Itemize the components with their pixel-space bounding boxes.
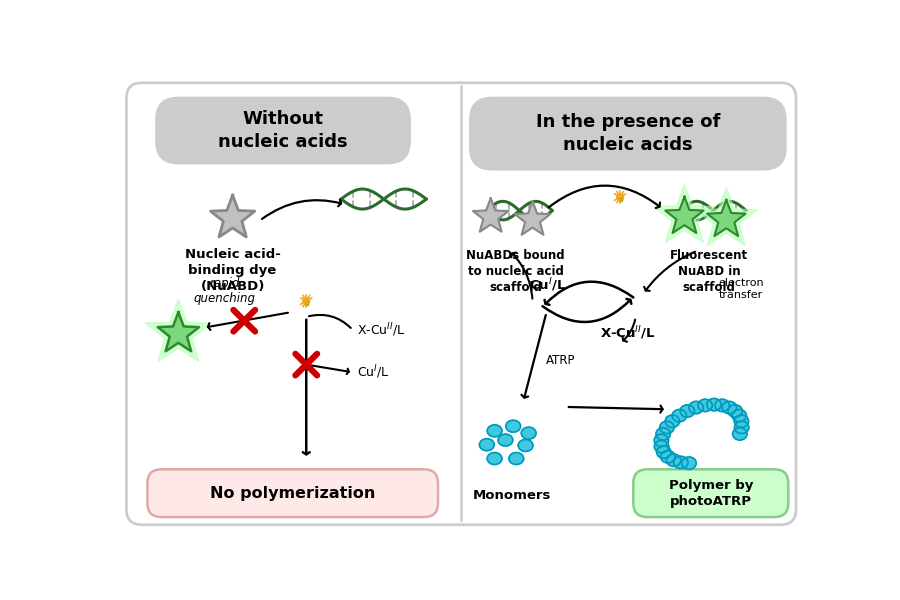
Polygon shape bbox=[696, 188, 757, 246]
Polygon shape bbox=[158, 312, 199, 351]
Ellipse shape bbox=[487, 425, 502, 437]
Text: Cu$^{I}$/L: Cu$^{I}$/L bbox=[529, 276, 567, 294]
Ellipse shape bbox=[674, 456, 688, 469]
Circle shape bbox=[302, 298, 310, 305]
Ellipse shape bbox=[654, 440, 669, 453]
Ellipse shape bbox=[734, 421, 749, 434]
FancyBboxPatch shape bbox=[155, 97, 411, 164]
Text: rapid
quenching: rapid quenching bbox=[194, 277, 256, 305]
Polygon shape bbox=[473, 198, 508, 232]
Ellipse shape bbox=[715, 399, 729, 412]
Text: Nucleic acid-
binding dye
(NuABD): Nucleic acid- binding dye (NuABD) bbox=[184, 248, 281, 293]
Text: Cu$^{I}$/L: Cu$^{I}$/L bbox=[356, 364, 390, 381]
Polygon shape bbox=[653, 185, 716, 242]
Text: X-Cu$^{II}$/L: X-Cu$^{II}$/L bbox=[356, 321, 405, 339]
Circle shape bbox=[616, 194, 624, 200]
Text: NuABDs bound
to nucleic acid
scaffold: NuABDs bound to nucleic acid scaffold bbox=[466, 249, 565, 294]
FancyBboxPatch shape bbox=[618, 198, 622, 201]
Polygon shape bbox=[515, 202, 550, 235]
Text: In the presence of
nucleic acids: In the presence of nucleic acids bbox=[536, 113, 720, 154]
Ellipse shape bbox=[706, 398, 721, 411]
Ellipse shape bbox=[657, 446, 670, 458]
FancyBboxPatch shape bbox=[305, 302, 308, 305]
FancyBboxPatch shape bbox=[148, 469, 438, 517]
Ellipse shape bbox=[733, 428, 747, 440]
FancyBboxPatch shape bbox=[126, 83, 796, 525]
Ellipse shape bbox=[654, 434, 669, 446]
Text: Without
nucleic acids: Without nucleic acids bbox=[218, 110, 347, 151]
Ellipse shape bbox=[672, 409, 687, 422]
Text: Polymer by
photoATRP: Polymer by photoATRP bbox=[669, 479, 753, 508]
Ellipse shape bbox=[732, 409, 746, 422]
Ellipse shape bbox=[722, 401, 736, 413]
Polygon shape bbox=[146, 299, 212, 362]
Polygon shape bbox=[153, 307, 204, 356]
Text: Monomers: Monomers bbox=[472, 489, 551, 502]
FancyBboxPatch shape bbox=[469, 97, 787, 170]
Text: Fluorescent
NuABD in
scaffold: Fluorescent NuABD in scaffold bbox=[670, 249, 748, 294]
Ellipse shape bbox=[660, 421, 674, 434]
Ellipse shape bbox=[728, 405, 742, 417]
Text: electron
transfer: electron transfer bbox=[718, 278, 764, 301]
Ellipse shape bbox=[518, 439, 533, 451]
Ellipse shape bbox=[521, 427, 536, 439]
Text: ATRP: ATRP bbox=[545, 354, 575, 367]
Ellipse shape bbox=[665, 415, 680, 427]
Polygon shape bbox=[707, 200, 745, 236]
Ellipse shape bbox=[661, 451, 675, 463]
Text: X-Cu$^{II}$/L: X-Cu$^{II}$/L bbox=[600, 325, 656, 342]
Ellipse shape bbox=[682, 457, 697, 469]
Ellipse shape bbox=[508, 452, 524, 464]
Ellipse shape bbox=[667, 454, 680, 466]
Ellipse shape bbox=[498, 434, 513, 446]
Polygon shape bbox=[665, 197, 704, 233]
Ellipse shape bbox=[698, 399, 712, 412]
Ellipse shape bbox=[734, 415, 749, 427]
Ellipse shape bbox=[480, 439, 494, 451]
Ellipse shape bbox=[506, 420, 520, 432]
Polygon shape bbox=[211, 195, 255, 237]
Ellipse shape bbox=[656, 428, 670, 440]
Ellipse shape bbox=[680, 405, 695, 417]
FancyBboxPatch shape bbox=[634, 469, 788, 517]
Ellipse shape bbox=[688, 401, 703, 413]
Ellipse shape bbox=[487, 452, 502, 464]
Polygon shape bbox=[702, 195, 751, 240]
Polygon shape bbox=[661, 192, 708, 237]
Text: No polymerization: No polymerization bbox=[211, 485, 376, 500]
